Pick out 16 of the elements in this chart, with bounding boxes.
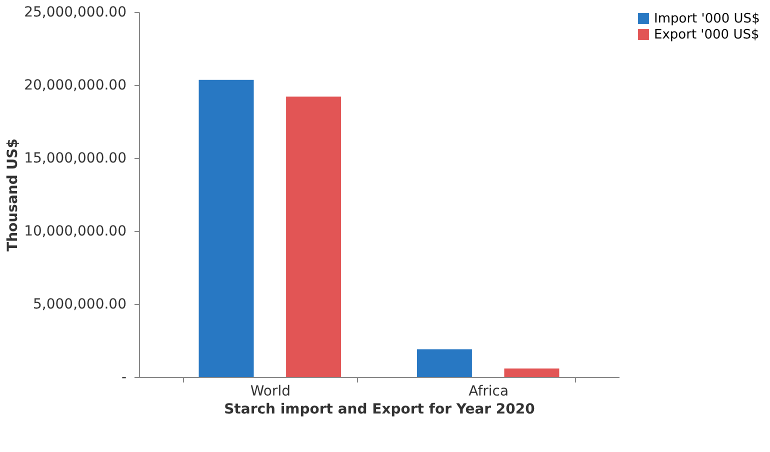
bar [504,368,560,377]
y-tick-label: 15,000,000.00 [24,150,126,166]
legend-label: Import '000 US$ [654,12,760,26]
y-tick-label: 10,000,000.00 [24,224,126,240]
x-tick-label: Africa [468,384,509,400]
legend-label: Export '000 US$ [654,28,760,42]
bar [416,349,472,377]
y-tick-label: 25,000,000.00 [24,4,126,20]
y-tick-label: - [121,370,126,386]
x-axis-title: Starch import and Export for Year 2020 [224,402,536,418]
y-axis-title: Thousand US$ [5,138,22,252]
bar [286,96,342,377]
y-tick-label: 5,000,000.00 [32,296,126,312]
x-tick-label: World [250,384,290,400]
bar [198,80,254,377]
y-tick-label: 20,000,000.00 [24,78,126,94]
